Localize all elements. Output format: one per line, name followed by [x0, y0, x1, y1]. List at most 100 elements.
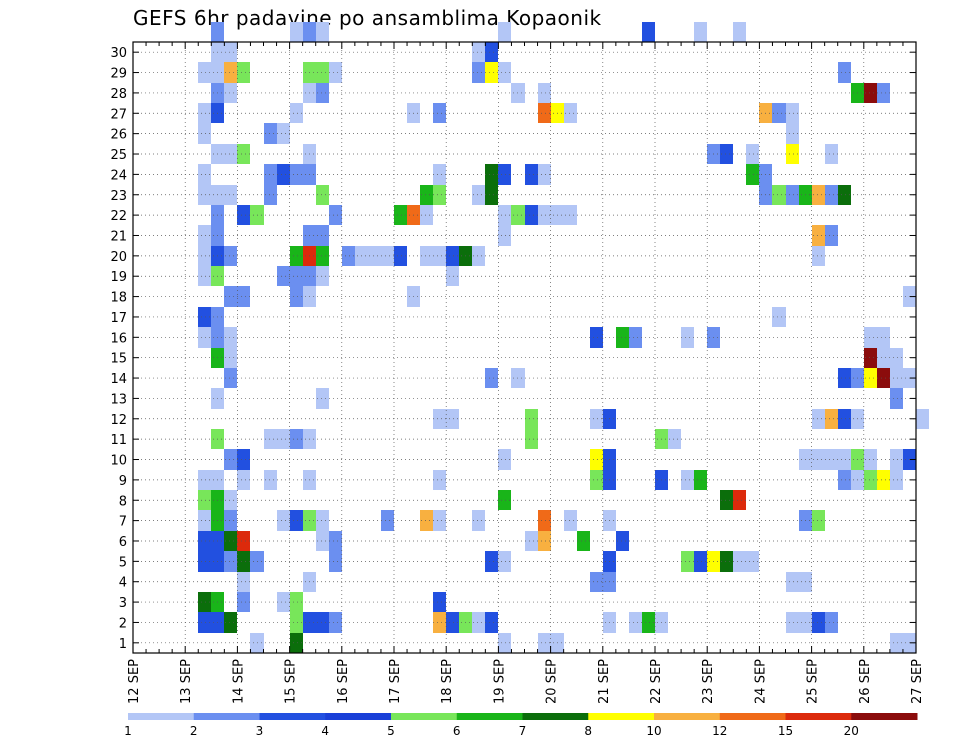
heatmap-cell [224, 531, 237, 551]
heatmap-cell [198, 62, 211, 83]
heatmap-cell [316, 531, 329, 551]
heatmap-cell [224, 551, 237, 572]
heatmap-cell [890, 388, 903, 409]
heatmap-cell [224, 185, 237, 205]
heatmap-cell [224, 490, 237, 510]
heatmap-cell [472, 246, 485, 266]
heatmap-cell [564, 510, 577, 531]
y-tick-label: 10 [110, 454, 127, 469]
colorbar-label: 3 [256, 724, 264, 738]
heatmap-cell [590, 449, 603, 470]
heatmap-cell [825, 409, 838, 429]
heatmap-cell [290, 286, 303, 307]
y-tick-label: 23 [110, 189, 127, 204]
y-tick-label: 14 [110, 372, 127, 387]
x-tick-label: 22 SEP [649, 659, 664, 704]
heatmap-cell [485, 368, 498, 388]
heatmap-cell [694, 470, 707, 490]
colorbar-swatch [522, 713, 589, 720]
colorbar-swatch [654, 713, 721, 720]
colorbar-swatch [259, 713, 326, 720]
heatmap-cell [668, 429, 681, 449]
heatmap-cell [224, 144, 237, 164]
heatmap-cell [786, 612, 799, 633]
heatmap-cell [237, 572, 250, 592]
x-tick-label: 24 SEP [753, 659, 768, 704]
heatmap-cell [629, 612, 642, 633]
heatmap-cell [433, 470, 446, 490]
heatmap-cell [786, 123, 799, 144]
heatmap-cell [224, 368, 237, 388]
heatmap-cell [485, 551, 498, 572]
x-tick-label: 13 SEP [179, 659, 194, 704]
y-tick-label: 9 [119, 474, 127, 489]
heatmap-cell [890, 470, 903, 490]
y-tick-label: 25 [110, 148, 127, 163]
heatmap-cell [890, 449, 903, 470]
heatmap-cell [720, 144, 733, 164]
y-tick-label: 26 [110, 128, 127, 143]
heatmap-cell [303, 22, 316, 42]
heatmap-cell [433, 612, 446, 633]
heatmap-cell [264, 123, 277, 144]
y-tick-label: 13 [110, 392, 127, 407]
colorbar-label: 2 [190, 724, 198, 738]
heatmap-cell [198, 612, 211, 633]
x-tick-label: 19 SEP [492, 659, 507, 704]
heatmap-cell [237, 286, 250, 307]
y-tick-label: 5 [119, 555, 127, 570]
heatmap-cell [290, 612, 303, 633]
heatmap-cell [590, 470, 603, 490]
y-tick-label: 19 [110, 270, 127, 285]
heatmap-cell [472, 510, 485, 531]
heatmap-cell [198, 327, 211, 348]
heatmap-cell [290, 510, 303, 531]
heatmap-cell [446, 409, 459, 429]
heatmap-cell [264, 429, 277, 449]
heatmap-cell [198, 123, 211, 144]
heatmap-cell [538, 83, 551, 103]
heatmap-cell [381, 246, 394, 266]
heatmap-cell [277, 266, 290, 286]
heatmap-cell [381, 510, 394, 531]
colorbar-label: 20 [844, 724, 859, 738]
heatmap-cell [224, 510, 237, 531]
y-tick-label: 7 [119, 515, 127, 530]
colorbar-swatch [456, 713, 523, 720]
heatmap-cell [198, 164, 211, 185]
heatmap-cell [525, 531, 538, 551]
heatmap-cell [198, 266, 211, 286]
x-tick-label: 15 SEP [284, 659, 299, 704]
heatmap-cell [733, 490, 746, 510]
heatmap-cell [290, 633, 303, 653]
heatmap-cell [694, 551, 707, 572]
heatmap-cell [838, 62, 851, 83]
heatmap-cell [316, 612, 329, 633]
heatmap-cell [498, 164, 511, 185]
heatmap-cell [198, 103, 211, 123]
y-tick-label: 18 [110, 291, 127, 306]
heatmap-cell [590, 327, 603, 348]
heatmap-cell [316, 185, 329, 205]
heatmap-cell [812, 409, 825, 429]
colorbar-label: 6 [453, 724, 461, 738]
heatmap-cell [290, 266, 303, 286]
heatmap-cell [198, 246, 211, 266]
heatmap-cell [812, 612, 825, 633]
heatmap-cell [264, 470, 277, 490]
heatmap-cell [485, 612, 498, 633]
heatmap-cell [498, 62, 511, 83]
heatmap-cell [277, 510, 290, 531]
colorbar-swatch [391, 713, 458, 720]
x-tick-label: 27 SEP [910, 659, 925, 704]
heatmap-cell [237, 62, 250, 83]
heatmap-cell [485, 62, 498, 83]
heatmap-cell [681, 470, 694, 490]
y-tick-label: 28 [110, 87, 127, 102]
heatmap-cell [198, 470, 211, 490]
y-tick-label: 4 [119, 576, 127, 591]
heatmap-cell [329, 551, 342, 572]
heatmap-cell [316, 246, 329, 266]
heatmap-cell [472, 42, 485, 62]
heatmap-cell [211, 22, 224, 42]
